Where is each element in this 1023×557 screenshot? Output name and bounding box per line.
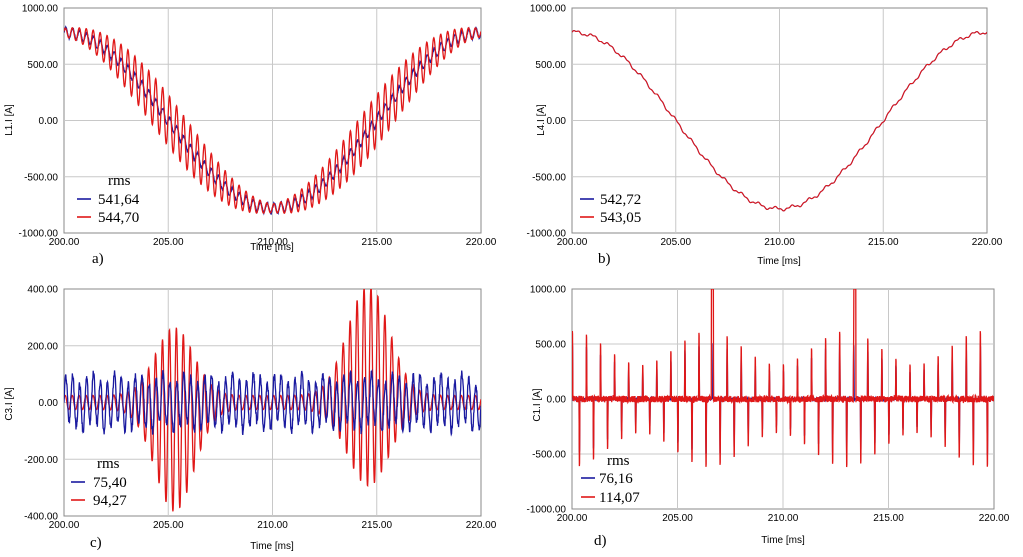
y-tick-label-c: 200.00 — [27, 341, 58, 352]
ylabel-b: L4.I [A] — [536, 104, 547, 136]
series-line-a-red — [64, 26, 481, 214]
panel-c: C3.I [A] Time [ms] c) 200.00 205.00 210.00… — [4, 285, 497, 553]
legend-entry-c-red: 94,27 — [93, 493, 127, 509]
legend-title-a: rms — [108, 173, 131, 189]
y-tick-label-b: 1000.00 — [530, 4, 567, 15]
x-tick-label-b: 210.00 — [764, 237, 795, 248]
series-line-d-red — [572, 289, 994, 468]
x-tick-label-d: 215.00 — [873, 513, 904, 524]
ylabel-c: C3.I [A] — [4, 387, 15, 421]
x-tick-label-c: 205.00 — [153, 520, 184, 531]
legend-entry-a-blue: 541,64 — [98, 192, 140, 208]
legend-entry-c-blue: 75,40 — [93, 475, 127, 491]
y-tick-label-b: 0.00 — [547, 116, 567, 127]
xlabel-c: Time [ms] — [250, 541, 294, 552]
xlabel-a: Time [ms] — [250, 242, 294, 253]
panel-d: C1.I [A] Time [ms] d) 200.00 205.00 210.00… — [527, 285, 1010, 550]
ylabel-a: L1.I [A] — [4, 104, 15, 136]
x-tick-label-a: 215.00 — [361, 237, 392, 248]
y-tick-label-c: -200.00 — [24, 455, 58, 466]
x-tick-label-a: 200.00 — [49, 237, 80, 248]
y-tick-label-a: 0.00 — [39, 116, 59, 127]
x-tick-label-b: 220.00 — [972, 237, 1003, 248]
panel-letter-a: a) — [92, 251, 104, 267]
legend-entry-b-blue: 542,72 — [600, 192, 641, 208]
y-tick-label-a: -500.00 — [24, 172, 58, 183]
y-tick-label-a: -1000.00 — [19, 229, 59, 240]
y-tick-label-d: -1000.00 — [527, 505, 567, 516]
y-tick-label-d: 500.00 — [535, 340, 566, 351]
x-tick-label-b: 205.00 — [660, 237, 691, 248]
x-tick-label-a: 220.00 — [466, 237, 497, 248]
x-tick-label-d: 210.00 — [768, 513, 799, 524]
x-tick-label-b: 200.00 — [557, 237, 588, 248]
legend-entry-d-blue: 76,16 — [599, 471, 633, 487]
x-tick-label-c: 210.00 — [257, 520, 288, 531]
panel-b: L4.I [A] Time [ms] b) 200.00 205.00 210.00… — [527, 4, 1003, 268]
x-tick-label-d: 220.00 — [979, 513, 1010, 524]
x-tick-label-c: 220.00 — [466, 520, 497, 531]
ylabel-d: C1.I [A] — [532, 388, 543, 422]
series-line-c-blue — [64, 368, 481, 437]
y-tick-label-a: 1000.00 — [22, 4, 59, 15]
xlabel-b: Time [ms] — [757, 256, 801, 267]
y-tick-label-d: 0.00 — [547, 395, 567, 406]
x-tick-label-a: 210.00 — [257, 237, 288, 248]
x-tick-label-d: 200.00 — [557, 513, 588, 524]
panel-letter-d: d) — [594, 533, 607, 549]
x-tick-label-a: 205.00 — [153, 237, 184, 248]
panel-letter-b: b) — [598, 251, 611, 267]
legend-entry-d-red: 114,07 — [599, 490, 640, 506]
x-tick-label-c: 215.00 — [361, 520, 392, 531]
xlabel-d: Time [ms] — [761, 535, 805, 546]
y-tick-label-b: -500.00 — [532, 172, 566, 183]
series-line-b-red — [572, 30, 987, 212]
x-tick-label-b: 215.00 — [868, 237, 899, 248]
y-tick-label-d: 1000.00 — [530, 285, 567, 296]
panel-letter-c: c) — [90, 535, 102, 551]
panel-a: L1.I [A] Time [ms] a) 200.00 205.00 210.00… — [4, 4, 497, 268]
legend-title-d: rms — [607, 453, 630, 469]
y-tick-label-b: 500.00 — [535, 60, 566, 71]
x-tick-label-d: 205.00 — [662, 513, 693, 524]
legend-entry-b-red: 543,05 — [600, 210, 641, 226]
y-tick-label-d: -500.00 — [532, 450, 566, 461]
legend-entry-a-red: 544,70 — [98, 210, 139, 226]
y-tick-label-b: -1000.00 — [527, 229, 567, 240]
legend-title-c: rms — [97, 456, 120, 472]
y-tick-label-c: 0.00 — [39, 398, 59, 409]
x-tick-label-c: 200.00 — [49, 520, 80, 531]
y-tick-label-c: 400.00 — [27, 285, 58, 296]
y-tick-label-a: 500.00 — [27, 60, 58, 71]
y-tick-label-c: -400.00 — [24, 512, 58, 523]
